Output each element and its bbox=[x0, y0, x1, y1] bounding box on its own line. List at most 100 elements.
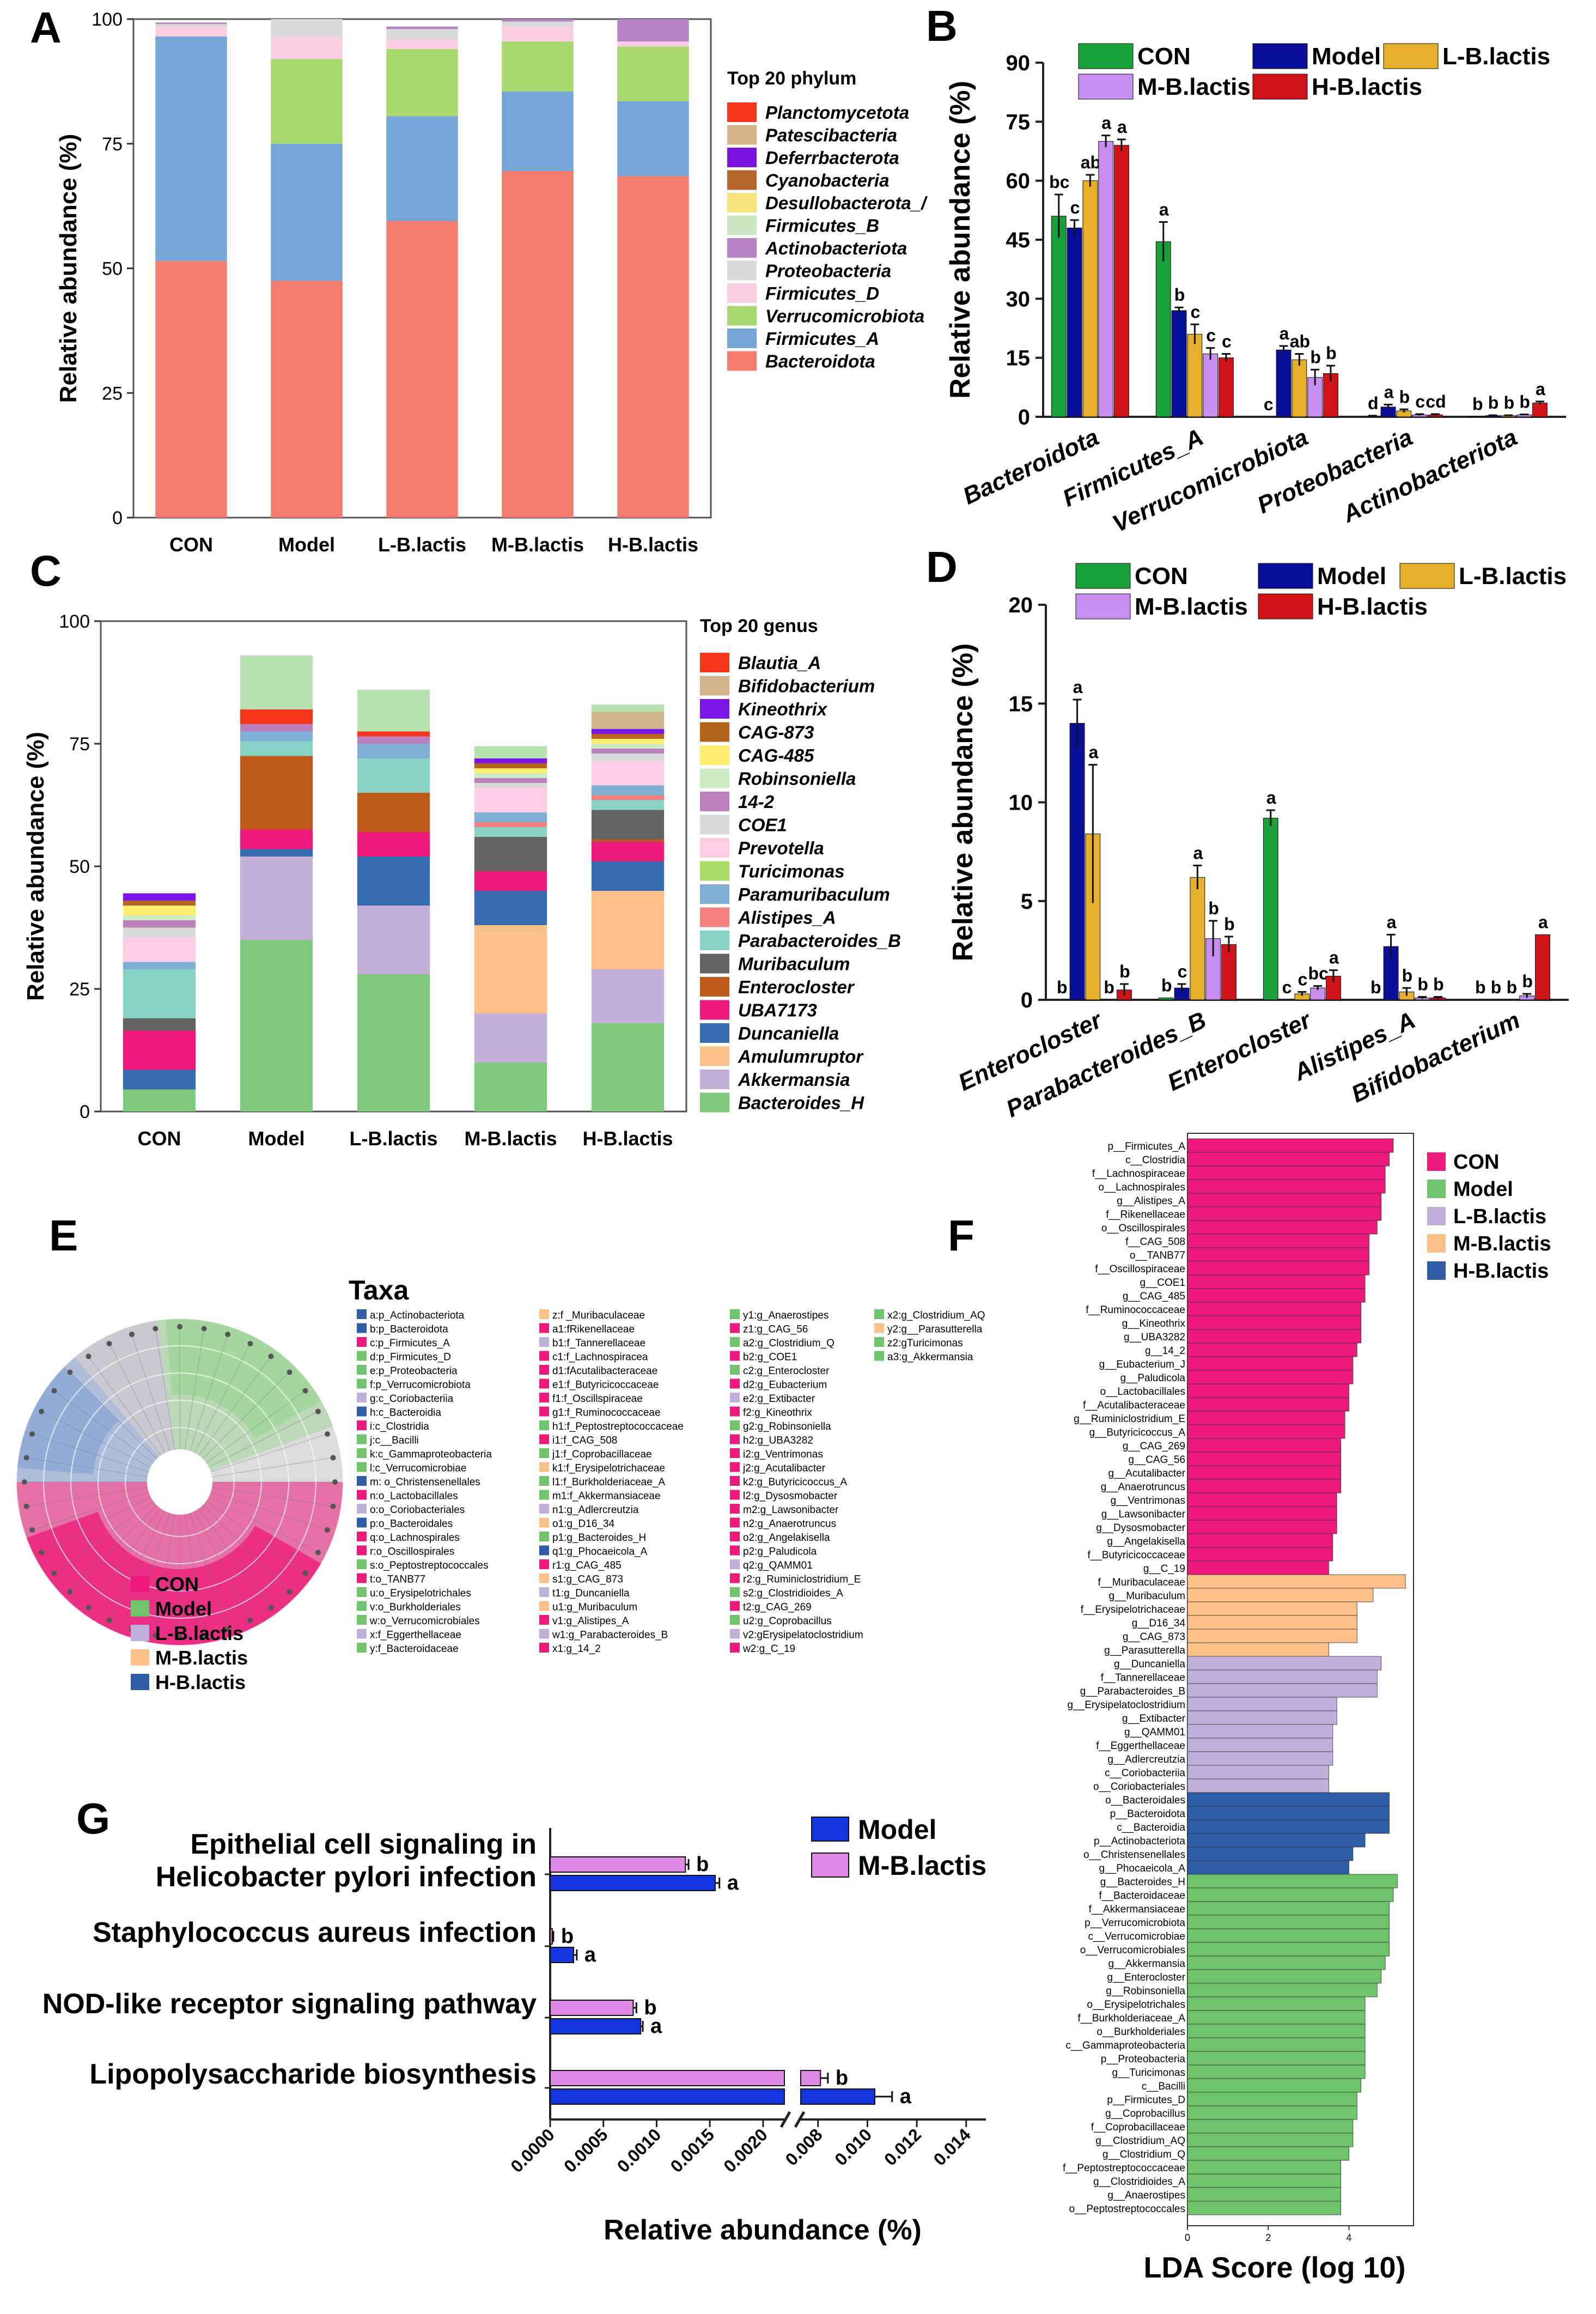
lda-bar-g-uba3282 bbox=[1187, 1329, 1362, 1344]
taxa-label: z:f _Muribaculaceae bbox=[552, 1310, 645, 1321]
bar-segment-bacteroides-h bbox=[474, 1062, 547, 1112]
legend-swatch bbox=[700, 884, 729, 904]
taxa-swatch bbox=[730, 1448, 740, 1458]
x-tick-label: L-B.lactis bbox=[349, 1127, 437, 1150]
lda-bar-p-firmicutes-d bbox=[1187, 2092, 1357, 2106]
legend-swatch bbox=[811, 1817, 849, 1842]
legend-swatch bbox=[1427, 1180, 1446, 1198]
legend-swatch bbox=[1075, 563, 1131, 589]
legend-label: Firmicutes_D bbox=[765, 283, 879, 303]
pathway-label: Epithelial cell signaling in bbox=[190, 1829, 537, 1860]
taxa-label: h:c_Bacteroidia bbox=[370, 1407, 441, 1419]
significance-letter: b bbox=[1488, 393, 1499, 412]
bar-h-b-lactis-bacteroidota bbox=[1114, 145, 1129, 417]
legend-label: Blautia_A bbox=[738, 653, 821, 673]
cladogram-branch bbox=[190, 1334, 228, 1451]
cladogram-node bbox=[225, 1627, 231, 1633]
lda-label: g__Acutalibacter bbox=[1108, 1468, 1185, 1479]
significance-letter: a bbox=[1266, 788, 1276, 807]
significance-letter: a bbox=[1536, 379, 1545, 399]
taxa-swatch bbox=[730, 1490, 740, 1500]
taxa-label: k1:f_Erysipelotrichaceae bbox=[552, 1463, 665, 1474]
bar-l-b-lactis-verrucomicrobiota bbox=[1292, 359, 1307, 417]
legend-swatch bbox=[700, 676, 729, 696]
bar-segment-robinsoniella bbox=[123, 915, 196, 920]
legend-swatch bbox=[1252, 74, 1308, 100]
cladogram-node bbox=[287, 1369, 293, 1375]
lda-bar-g-qamm01 bbox=[1187, 1724, 1333, 1739]
cladogram-node bbox=[29, 1431, 35, 1437]
cladogram-branch bbox=[26, 1486, 148, 1507]
cladogram-node bbox=[315, 1550, 321, 1556]
lda-bar-f-akkermansiaceae bbox=[1187, 1901, 1390, 1916]
bar-segment-bacteroidota bbox=[617, 176, 689, 518]
taxa-swatch bbox=[357, 1337, 367, 1347]
taxa-swatch bbox=[539, 1351, 549, 1361]
panel-label-a: A bbox=[30, 3, 62, 52]
lda-label: g__Eubacterium_J bbox=[1099, 1359, 1185, 1370]
significance-letter: b bbox=[1433, 975, 1444, 994]
lda-bar-g-acutalibacter bbox=[1187, 1465, 1342, 1480]
cladogram-branch bbox=[209, 1496, 319, 1553]
taxa-swatch bbox=[539, 1573, 549, 1583]
lda-label: o__Peptostreptococcales bbox=[1069, 2203, 1185, 2215]
taxa-label: e1:f_Butyricicoccaceae bbox=[552, 1380, 659, 1391]
lda-label: c__Clostridia bbox=[1125, 1155, 1185, 1166]
taxa-swatch bbox=[357, 1351, 367, 1361]
taxa-swatch bbox=[730, 1323, 740, 1333]
bar-segment-kineothrix bbox=[591, 729, 665, 734]
legend-label: Muribaculum bbox=[738, 954, 850, 974]
legend-swatch bbox=[700, 768, 729, 788]
lda-label: f__Eggerthellaceae bbox=[1096, 1740, 1185, 1752]
cladogram-ring bbox=[16, 1318, 344, 1646]
lda-label: g__Parasutterella bbox=[1104, 1645, 1185, 1656]
legend-swatch bbox=[727, 238, 757, 258]
legend-label: CON bbox=[155, 1573, 199, 1595]
legend-swatch bbox=[700, 1000, 729, 1020]
lda-label: g__Erysipelatoclostridium bbox=[1068, 1699, 1186, 1711]
taxa-label: c2:g_Enterocloster bbox=[743, 1365, 830, 1377]
bar-segment-proteobacteria bbox=[386, 29, 458, 39]
taxa-label: y2:g__Parasutterella bbox=[887, 1324, 983, 1335]
taxa-title: Taxa bbox=[349, 1275, 409, 1305]
lda-bar-g-cag-56 bbox=[1187, 1451, 1342, 1466]
bar-segment-firmicutes-a bbox=[271, 143, 343, 281]
lda-label: c__Verrucomicrobiae bbox=[1088, 1931, 1185, 1942]
lda-bar-g-clostridioides-a bbox=[1187, 2173, 1342, 2188]
taxa-label: z1:g_CAG_56 bbox=[743, 1324, 808, 1335]
taxa-swatch bbox=[357, 1476, 367, 1486]
taxa-swatch bbox=[539, 1406, 549, 1417]
taxa-swatch bbox=[730, 1420, 740, 1430]
cladogram-branch bbox=[41, 1496, 151, 1553]
legend-label: Proteobacteria bbox=[765, 261, 891, 281]
cladogram-branch bbox=[194, 1343, 251, 1453]
taxa-swatch bbox=[539, 1559, 549, 1569]
lda-label: o__Erysipelotrichales bbox=[1087, 1999, 1185, 2011]
taxa-label: f2:g_Kineothrix bbox=[743, 1407, 812, 1419]
bar-m-b-lactis-firmicutes-a bbox=[1203, 353, 1219, 417]
lda-label: g__Paludicola bbox=[1120, 1372, 1186, 1384]
y-tick-label: 0 bbox=[1018, 405, 1030, 429]
bar-m-b-lactis-bacteroidota bbox=[1098, 141, 1114, 417]
cladogram-node bbox=[23, 1455, 29, 1461]
panel-label-e: E bbox=[49, 1211, 78, 1260]
legend-label: L-B.lactis bbox=[1442, 43, 1550, 70]
legend-swatch bbox=[700, 815, 729, 835]
legend-swatch bbox=[1258, 563, 1313, 589]
lda-bar-g-cag-269 bbox=[1187, 1438, 1342, 1453]
lda-bar-o-tanb77 bbox=[1187, 1247, 1369, 1262]
significance-letter: c bbox=[1415, 392, 1425, 411]
bar-model-3-cont bbox=[800, 2088, 875, 2105]
bar-segment-cag-873 bbox=[591, 734, 665, 739]
bar-segment-akkermansia bbox=[474, 1013, 547, 1062]
lda-label: c__Coriobacteriia bbox=[1105, 1768, 1185, 1779]
bar-segment-verrucomicrobiota bbox=[617, 46, 689, 101]
lda-bar-g-phocaeicola-a bbox=[1187, 1860, 1349, 1875]
panel-c: 0 25 50 75 100 Relative abundance (%) CON Model… bbox=[22, 611, 901, 1150]
pathway-label: Staphylococcus aureus infection bbox=[93, 1917, 537, 1948]
significance-letter: a bbox=[1088, 743, 1098, 762]
taxa-label: w:o_Verrucomicrobiales bbox=[369, 1615, 480, 1627]
legend-label: Enterocloster bbox=[738, 977, 855, 997]
legend-swatch bbox=[131, 1649, 149, 1666]
bar-segment-uba7173 bbox=[123, 1030, 196, 1070]
